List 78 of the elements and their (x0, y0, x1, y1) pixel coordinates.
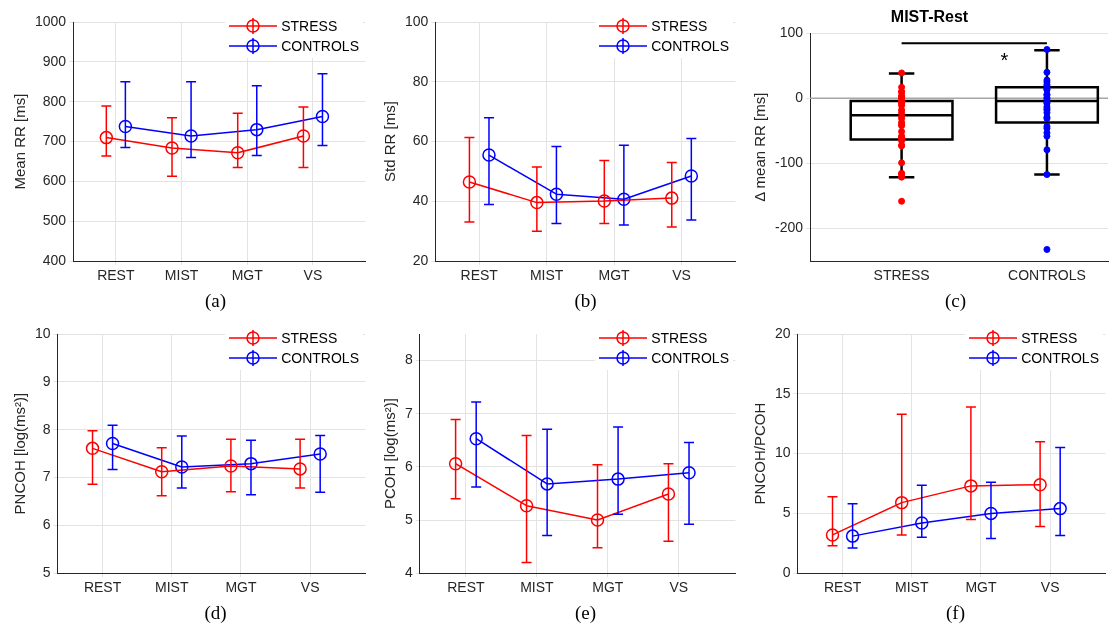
x-tick-label: MIST (529, 267, 564, 284)
y-tick-label: 600 (42, 172, 67, 189)
y-tick-label: 20 (412, 252, 429, 269)
y-tick-label: 5 (782, 504, 791, 521)
text: (c) (943, 290, 968, 312)
x-tick-label: MGT (592, 579, 624, 596)
y-tick-label: 7 (42, 468, 51, 485)
y-tick-label: 15 (774, 384, 791, 401)
y-tick-label: 7 (404, 404, 413, 421)
y-tick-label: 4 (404, 564, 413, 581)
x-tick-label: MIST (520, 579, 555, 596)
x-tick-label: MIST (155, 579, 189, 596)
y-tick-label: 1000 (34, 12, 67, 29)
legend-label: STRESS (281, 330, 338, 346)
y-tick-label: 40 (412, 192, 429, 209)
y-tick-label: 6 (42, 516, 51, 533)
y-axis-title: Std RR [ms] (381, 101, 399, 183)
y-tick-label: 5 (404, 510, 413, 527)
y-tick-label: 5 (42, 564, 51, 581)
legend-label: STRESS (281, 18, 338, 34)
y-tick-label: 20 (774, 324, 791, 341)
y-tick-label: -100 (774, 154, 804, 171)
x-tick-label: MGT (231, 267, 264, 284)
y-tick-label: 0 (795, 89, 804, 106)
y-tick-label: 80 (412, 72, 429, 89)
y-tick-label: 8 (404, 351, 413, 368)
x-tick-label: REST (460, 267, 499, 284)
y-tick-label: 9 (42, 372, 51, 389)
text: (a) (203, 290, 228, 312)
x-tick-label: MGT (598, 267, 631, 284)
y-tick-label: 800 (42, 92, 67, 109)
x-tick-label: VS (303, 267, 323, 284)
y-tick-label: 60 (412, 132, 429, 149)
legend-label: STRESS (651, 18, 708, 34)
legend-label: CONTROLS (651, 38, 729, 54)
y-tick-label: -200 (774, 219, 804, 236)
y-axis-title: PNCOH [log(ms²)] (11, 392, 29, 515)
y-tick-label: 500 (42, 212, 67, 229)
x-tick-label: MGT (225, 579, 257, 596)
y-tick-label: 8 (42, 420, 51, 437)
x-tick-label: REST (823, 579, 862, 596)
y-axis-title: Mean RR [ms] (11, 93, 29, 190)
text: (b) (573, 290, 598, 312)
x-tick-label: VS (669, 579, 689, 596)
legend-label: STRESS (651, 330, 708, 346)
y-tick-label: 700 (42, 132, 67, 149)
annotation: * (1000, 48, 1009, 71)
legend-label: CONTROLS (281, 350, 359, 366)
x-tick-label: VS (300, 579, 320, 596)
x-tick-label: MIST (164, 267, 199, 284)
x-tick-label: CONTROLS (1008, 267, 1086, 284)
legend-label: CONTROLS (1021, 350, 1099, 366)
y-tick-label: 100 (405, 12, 429, 29)
x-tick-label: REST (97, 267, 135, 284)
x-tick-label: MGT (965, 579, 997, 596)
text: (d) (203, 602, 228, 624)
x-tick-label: VS (1040, 579, 1060, 596)
y-tick-label: 10 (34, 324, 51, 341)
y-tick-label: 100 (779, 24, 804, 41)
x-tick-label: REST (447, 579, 486, 596)
x-tick-label: REST (83, 579, 122, 596)
y-axis-title: Δ mean RR [ms] (751, 92, 769, 202)
x-tick-label: MIST (895, 579, 929, 596)
y-tick-label: 0 (782, 564, 791, 581)
x-tick-label: STRESS (873, 267, 930, 284)
text: (f) (945, 602, 966, 624)
y-axis-title: PNCOH/PCOH (751, 402, 769, 505)
text: (e) (573, 602, 598, 624)
x-tick-label: VS (672, 267, 691, 284)
legend-label: CONTROLS (651, 350, 729, 366)
y-tick-label: 10 (774, 444, 791, 461)
y-tick-label: 6 (404, 457, 413, 474)
chart-title: MIST-Rest (890, 8, 969, 26)
y-tick-label: 400 (42, 252, 67, 269)
legend-label: STRESS (1021, 330, 1078, 346)
legend-label: CONTROLS (281, 38, 359, 54)
y-axis-title: PCOH [log(ms²)] (381, 398, 399, 510)
y-tick-label: 900 (42, 52, 67, 69)
